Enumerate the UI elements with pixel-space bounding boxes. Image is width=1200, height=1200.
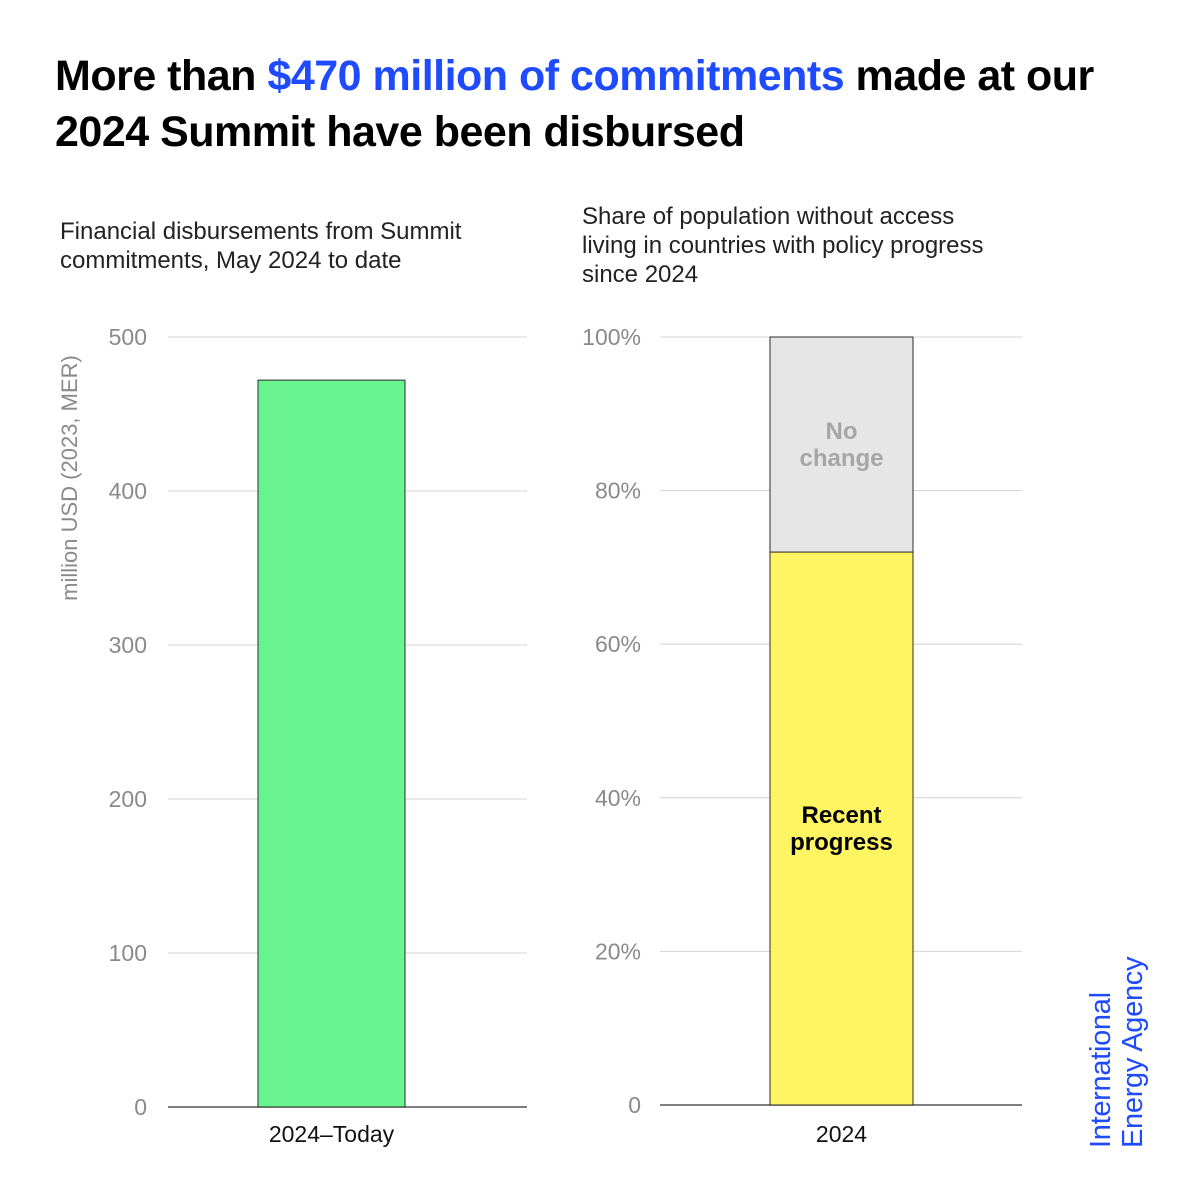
segment-label: progress: [790, 829, 893, 856]
y-tick-label: 400: [109, 478, 147, 504]
bar-segment: [769, 551, 914, 1106]
segment-label: No: [826, 418, 858, 445]
y-tick-label: 40%: [595, 785, 641, 811]
right-chart-title: Share of population without access livin…: [582, 203, 984, 288]
headline-lead: More than: [55, 52, 268, 100]
y-tick-label: 80%: [595, 478, 641, 504]
disbursement-bar-chart: 0 100 200 300 400 500 2024–Today million USD (2…: [57, 324, 527, 1147]
y-tick-label: 100: [109, 940, 147, 966]
y-tick-label: 60%: [595, 631, 641, 657]
y-tick-label: 300: [109, 632, 147, 658]
segment-label: Recent: [801, 802, 881, 829]
headline: More than $470 million of commitments ma…: [55, 48, 1155, 160]
y-tick-label: 500: [109, 324, 147, 350]
y-tick-label: 20%: [595, 938, 641, 964]
y-tick-label: 0: [134, 1094, 147, 1120]
iea-logo: International Energy Agency: [1085, 957, 1149, 1148]
y-tick-label: 0: [628, 1092, 641, 1118]
segment-label: change: [799, 445, 883, 472]
logo-line-1: International: [1085, 992, 1117, 1148]
headline-highlight: $470 million of commitments: [267, 52, 845, 100]
bar-segment: [769, 336, 914, 553]
logo-line-2: Energy Agency: [1117, 956, 1149, 1148]
left-chart-title: Financial disbursements from Summit comm…: [60, 218, 462, 274]
x-category-label: 2024: [816, 1121, 867, 1147]
y-axis-label: million USD (2023, MER): [57, 355, 82, 601]
bar: [257, 379, 406, 1108]
y-tick-label: 200: [109, 786, 147, 812]
x-category-label: 2024–Today: [269, 1121, 395, 1147]
headline-tail: made at our 2024 Summit have been disbur…: [55, 52, 1094, 156]
